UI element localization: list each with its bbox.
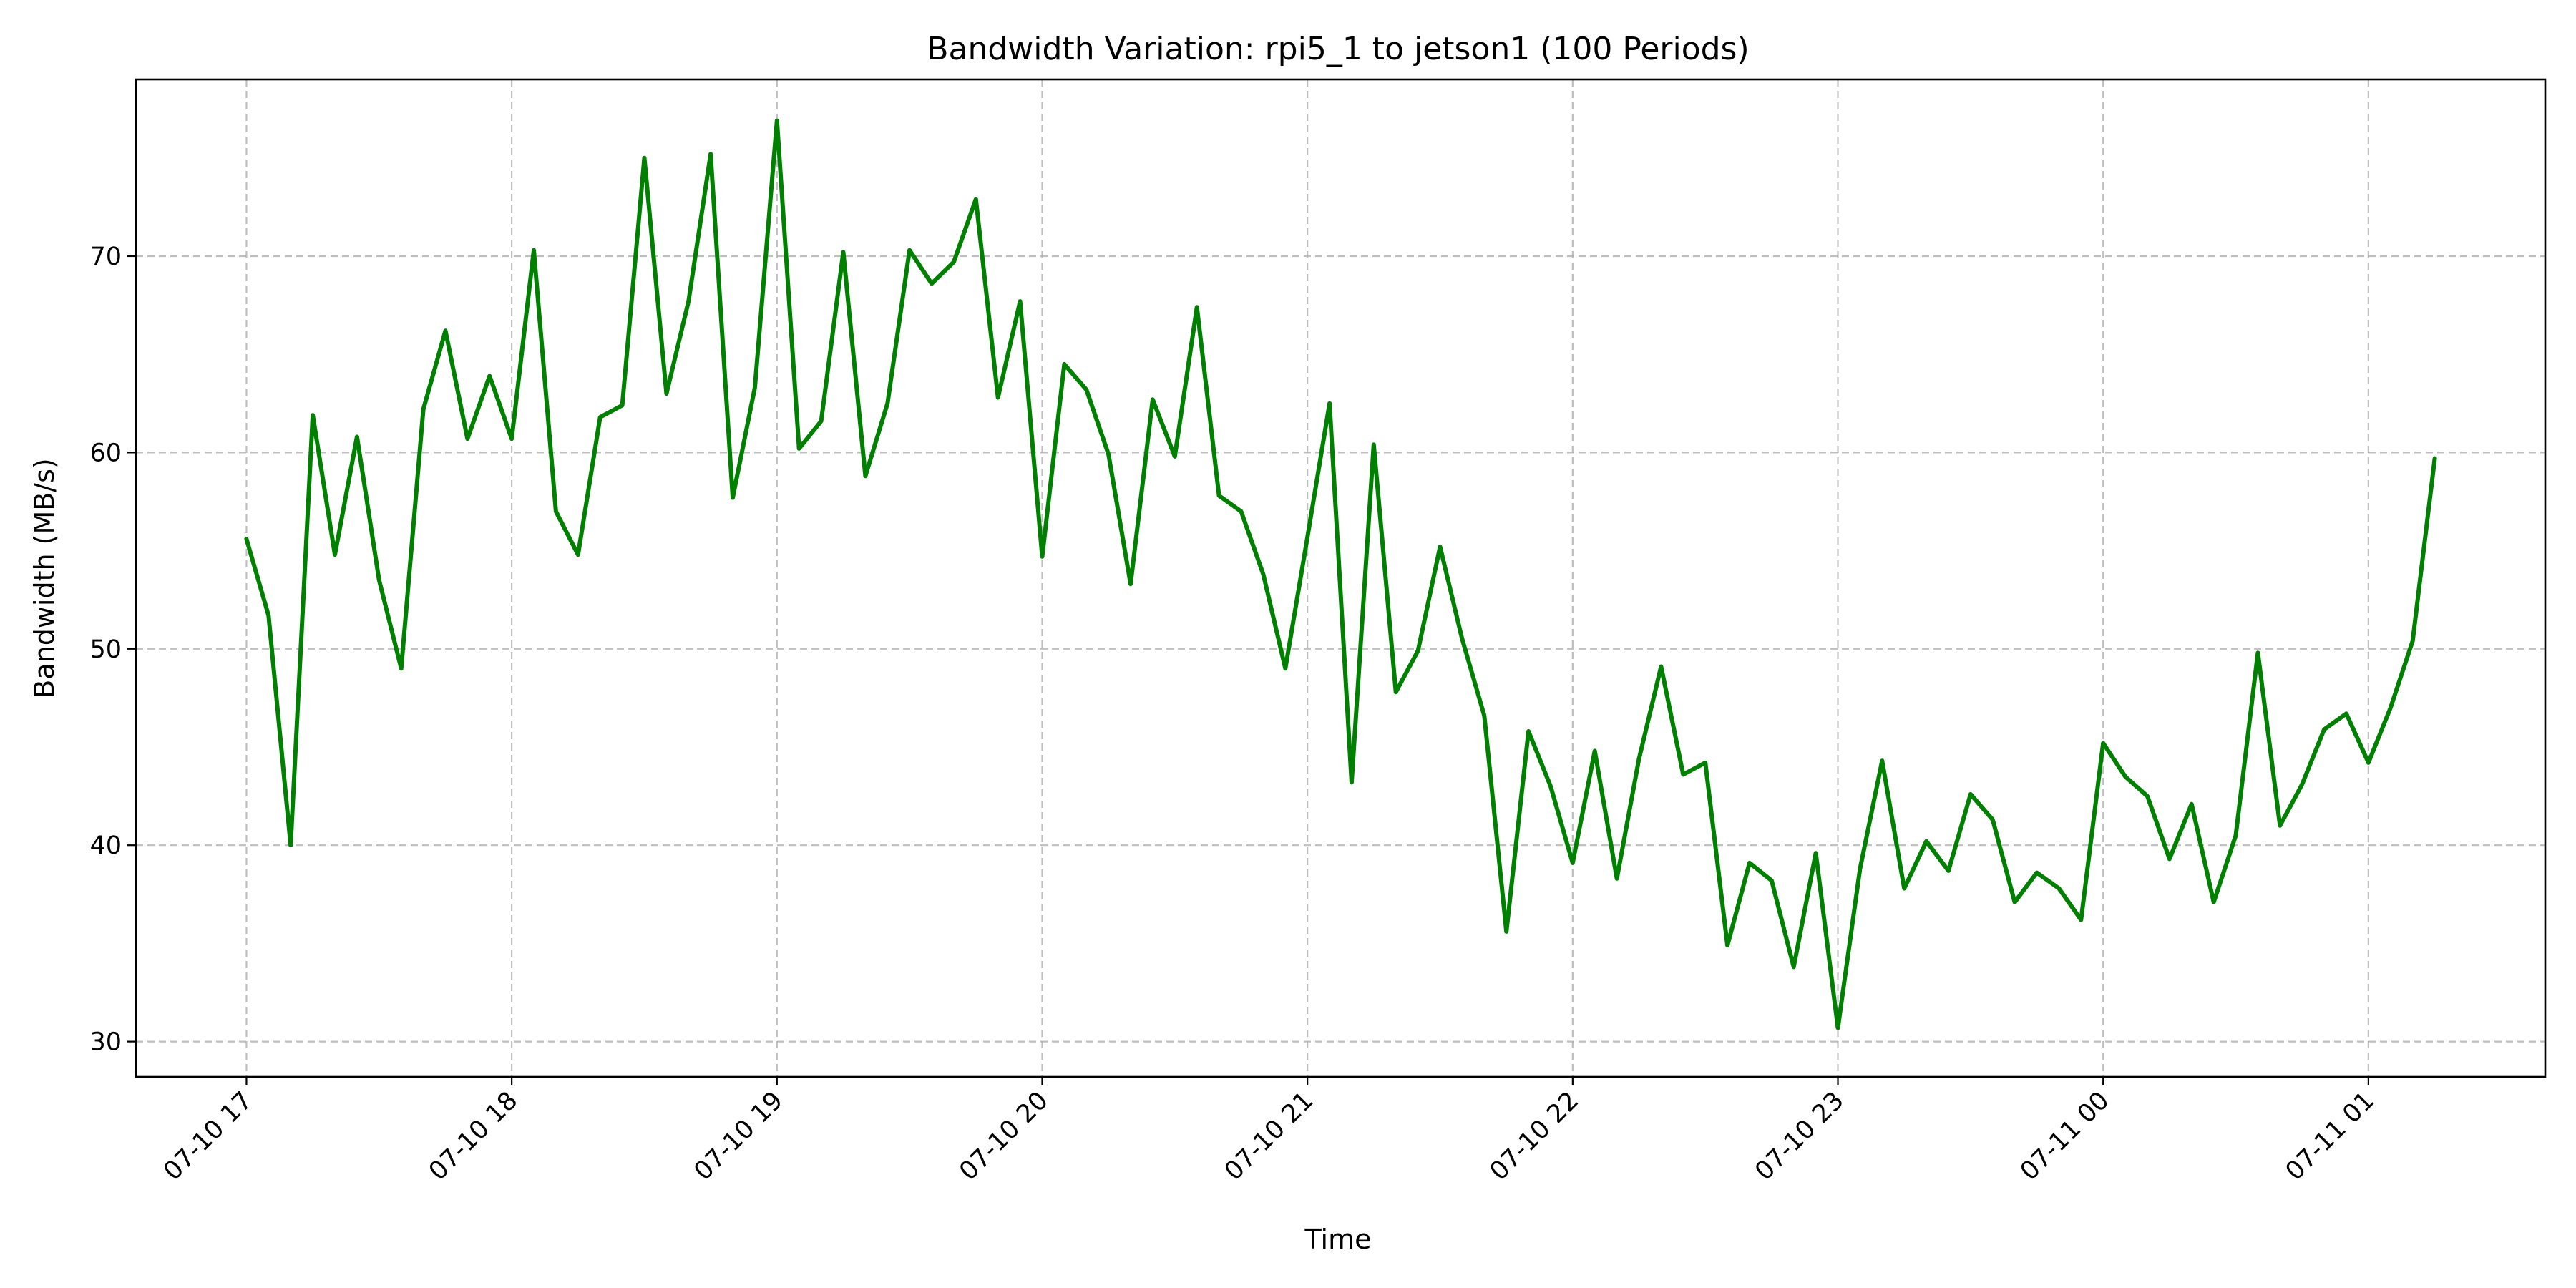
x-tick-label: 07-10 17 (158, 1086, 258, 1186)
x-tick-label: 07-11 01 (2280, 1086, 2381, 1186)
chart-title: Bandwidth Variation: rpi5_1 to jetson1 (… (927, 31, 1749, 67)
series-layer (244, 118, 2437, 1030)
x-tick-label: 07-10 21 (1219, 1086, 1319, 1186)
x-tick-label: 07-10 18 (424, 1086, 524, 1186)
x-tick-label: 07-10 20 (954, 1086, 1054, 1186)
y-tick-label: 70 (89, 243, 122, 271)
bandwidth-series-line (244, 118, 2437, 1030)
tick-layer: 30 40 50 60 70 07-10 17 07-10 18 07-10 19 07-10 … (89, 243, 2380, 1186)
x-axis-label: Time (1304, 1224, 1372, 1255)
x-tick-label: 07-11 00 (2015, 1086, 2115, 1186)
grid-layer (136, 79, 2545, 1077)
y-axis-label: Bandwidth (MB/s) (29, 458, 60, 698)
x-tick-label: 07-10 22 (1485, 1086, 1585, 1186)
y-tick-label: 30 (89, 1028, 122, 1057)
plot-frame (135, 78, 2547, 1078)
y-tick-label: 60 (89, 439, 122, 467)
x-tick-label: 07-10 19 (689, 1086, 789, 1186)
y-tick-label: 40 (89, 831, 122, 860)
x-tick-label: 07-10 23 (1750, 1086, 1850, 1186)
y-tick-label: 50 (89, 635, 122, 664)
